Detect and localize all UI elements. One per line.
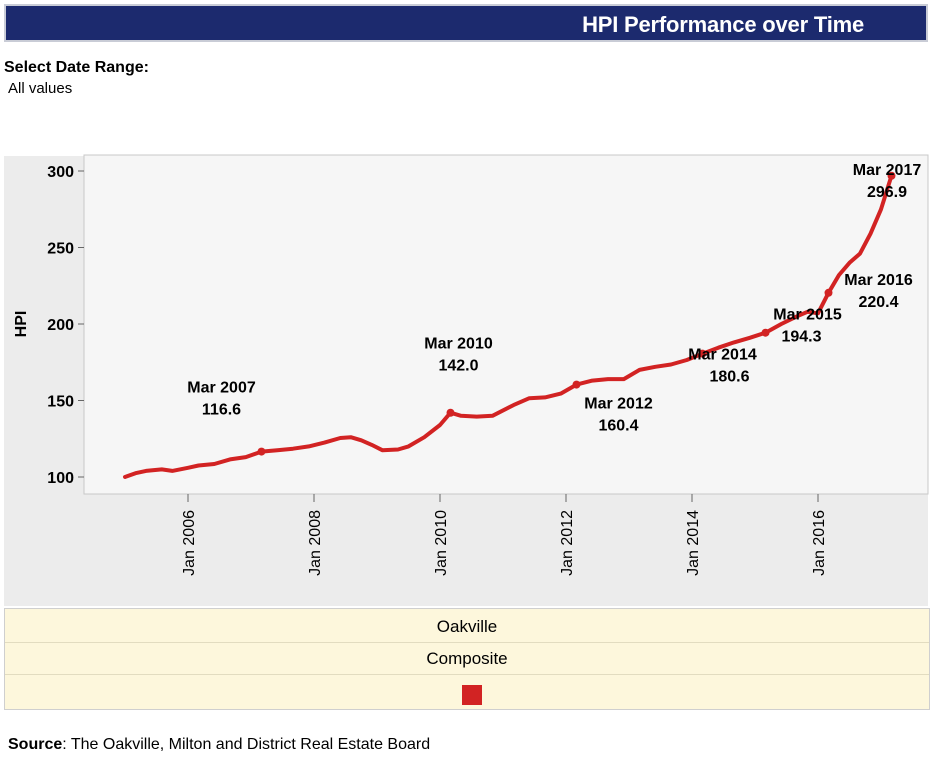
annotation-marker: [824, 288, 833, 297]
y-tick-label: 200: [47, 317, 74, 334]
annotation-marker: [446, 408, 455, 417]
x-tick-label: Jan 2010: [433, 510, 450, 576]
source-label: Source: [8, 736, 63, 753]
legend-area: Oakville: [436, 617, 498, 636]
annotation-date: Mar 2010: [424, 336, 493, 353]
x-tick-label: Jan 2014: [685, 510, 702, 576]
annotation-date: Mar 2015: [773, 307, 842, 324]
annotation-value: 220.4: [858, 294, 898, 311]
annotation-value: 194.3: [781, 329, 821, 346]
legend-divider: [5, 674, 929, 675]
annotation-value: 296.9: [867, 184, 907, 201]
x-tick-label: Jan 2016: [811, 510, 828, 576]
legend-swatch[interactable]: [462, 685, 482, 705]
y-tick-label: 100: [47, 470, 74, 487]
annotation-marker: [257, 447, 266, 456]
annotation-marker: [698, 349, 707, 358]
title-bar: HPI Performance over Time: [4, 4, 928, 42]
y-axis-label: HPI: [13, 311, 30, 338]
date-range-label: Select Date Range:: [4, 59, 149, 76]
hpi-chart-svg: 100 150 200 250 300 HPI Jan 2006 Jan 2008 Jan 20…: [4, 154, 929, 606]
x-tick-label: Jan 2006: [181, 510, 198, 576]
annotation-date: Mar 2007: [187, 380, 256, 397]
source-note: Source: The Oakville, Milton and Distric…: [8, 736, 430, 754]
annotation-marker: [761, 328, 770, 337]
y-tick-label: 300: [47, 164, 74, 181]
x-tick-label: Jan 2008: [307, 510, 324, 576]
hpi-chart: 100 150 200 250 300 HPI Jan 2006 Jan 2008 Jan 20…: [0, 150, 932, 606]
annotation-date: Mar 2014: [688, 347, 757, 364]
legend-type: Composite: [426, 649, 508, 668]
annotation-date: Mar 2012: [584, 396, 653, 413]
x-tick-label: Jan 2012: [559, 510, 576, 576]
annotation-value: 142.0: [438, 358, 478, 375]
annotation-marker: [572, 380, 581, 389]
y-tick-label: 150: [47, 394, 74, 411]
y-tick-label: 250: [47, 241, 74, 258]
legend-divider: [5, 642, 929, 643]
annotation-date: Mar 2016: [844, 272, 913, 289]
annotation-value: 180.6: [709, 369, 749, 386]
legend-panel: Oakville Composite: [4, 608, 930, 710]
annotation-value: 116.6: [202, 402, 241, 419]
series-line: [123, 173, 894, 479]
plot-area: [83, 154, 929, 495]
page-title: HPI Performance over Time: [582, 12, 864, 37]
annotation-date: Mar 2017: [853, 162, 922, 179]
source-text: : The Oakville, Milton and District Real…: [62, 736, 431, 753]
date-range-value[interactable]: All values: [8, 80, 73, 97]
annotation-value: 160.4: [598, 418, 638, 435]
annotation-marker: [887, 171, 896, 180]
